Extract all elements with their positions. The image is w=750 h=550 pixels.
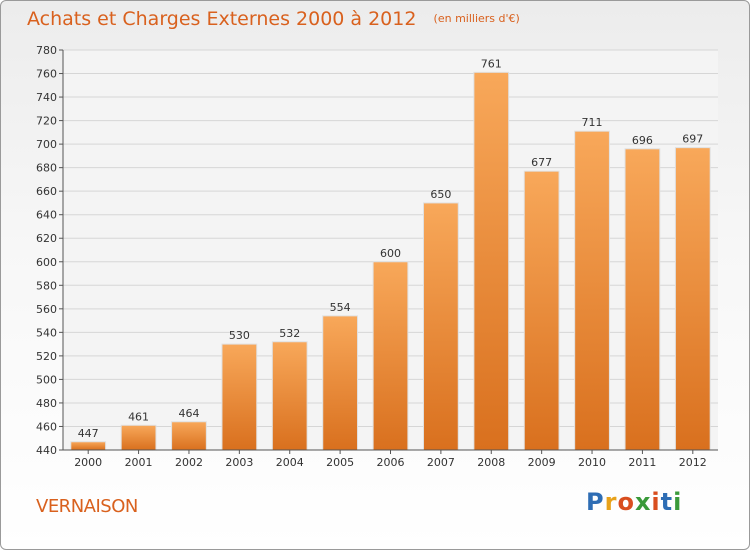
x-tick-label-2008: 2008 xyxy=(477,456,505,469)
data-label-2005: 554 xyxy=(330,301,351,314)
data-label-2004: 532 xyxy=(279,327,300,340)
data-label-2000: 447 xyxy=(78,427,99,440)
logo-letter: r xyxy=(604,488,618,516)
data-label-2008: 761 xyxy=(481,57,502,70)
x-tick-label-2000: 2000 xyxy=(74,456,102,469)
y-tick-label: 680 xyxy=(36,162,57,175)
bar-2011 xyxy=(624,148,661,451)
data-label-2010: 711 xyxy=(582,116,603,129)
commune-name: VERNAISON xyxy=(36,496,138,517)
bar-2005 xyxy=(322,315,358,451)
logo-letter: i xyxy=(673,488,683,516)
x-tick-label-2002: 2002 xyxy=(175,456,203,469)
x-tick-label-2003: 2003 xyxy=(225,456,253,469)
data-label-2007: 650 xyxy=(430,188,451,201)
bar-2000 xyxy=(70,441,107,451)
axes: 440 460 480 500 520 540 560 580 600 620 640 660 680 7… xyxy=(36,44,718,469)
logo-letter: i xyxy=(651,488,661,516)
bars: 447 461 464 530 532 554 600 650 761 677 711 696 697 xyxy=(70,57,711,451)
data-label-2012: 697 xyxy=(682,133,703,146)
y-tick-label: 600 xyxy=(36,256,57,269)
data-label-2009: 677 xyxy=(531,156,552,169)
y-tick-label: 640 xyxy=(36,209,57,222)
bar-2010 xyxy=(574,130,610,451)
bar-2008 xyxy=(473,71,510,451)
x-tick-label-2010: 2010 xyxy=(578,456,606,469)
y-tick-label: 740 xyxy=(36,91,57,104)
bar-2009 xyxy=(523,170,560,451)
x-tick-label-2011: 2011 xyxy=(628,456,656,469)
y-tick-label: 440 xyxy=(36,444,57,457)
y-tick-label: 500 xyxy=(36,373,57,386)
bar-2001 xyxy=(120,424,157,451)
x-tick-label-2005: 2005 xyxy=(326,456,354,469)
chart-title: Achats et Charges Externes 2000 à 2012 xyxy=(27,8,417,30)
x-tick-label-2007: 2007 xyxy=(427,456,455,469)
y-tick-label: 460 xyxy=(36,420,57,433)
proxiti-logo[interactable]: Proxiti xyxy=(586,488,682,516)
bar-2007 xyxy=(423,202,459,451)
x-tick-label-2004: 2004 xyxy=(276,456,304,469)
y-tick-label: 520 xyxy=(36,350,57,363)
y-tick-label: 560 xyxy=(36,303,57,316)
logo-letter: o xyxy=(617,488,635,516)
bar-2003 xyxy=(221,343,258,451)
x-tick-label-2012: 2012 xyxy=(679,456,707,469)
y-tick-label: 620 xyxy=(36,232,57,245)
data-label-2002: 464 xyxy=(178,407,199,420)
bar-2012 xyxy=(674,147,711,451)
bar-2006 xyxy=(372,261,409,451)
y-tick-label: 580 xyxy=(36,279,57,292)
x-tick-label-2006: 2006 xyxy=(377,456,405,469)
y-tick-label: 700 xyxy=(36,138,57,151)
y-tick-label: 540 xyxy=(36,326,57,339)
logo-letter: t xyxy=(660,488,674,516)
bar-2002 xyxy=(171,421,207,451)
data-label-2011: 696 xyxy=(632,134,653,147)
x-tick-label-2001: 2001 xyxy=(125,456,153,469)
logo-letter: x xyxy=(634,488,652,516)
data-label-2001: 461 xyxy=(128,410,149,423)
data-label-2003: 530 xyxy=(229,329,250,342)
bar-2004 xyxy=(271,341,308,451)
data-label-2006: 600 xyxy=(380,247,401,260)
chart-unit: (en milliers d'€) xyxy=(433,12,520,25)
y-tick-label: 760 xyxy=(36,68,57,81)
y-tick-label: 720 xyxy=(36,115,57,128)
y-tick-label: 480 xyxy=(36,397,57,410)
y-tick-label: 780 xyxy=(36,44,57,57)
y-tick-label: 660 xyxy=(36,185,57,198)
chart-header: Achats et Charges Externes 2000 à 2012 (… xyxy=(27,8,520,30)
logo-letter: P xyxy=(586,488,605,516)
x-tick-label-2009: 2009 xyxy=(528,456,556,469)
